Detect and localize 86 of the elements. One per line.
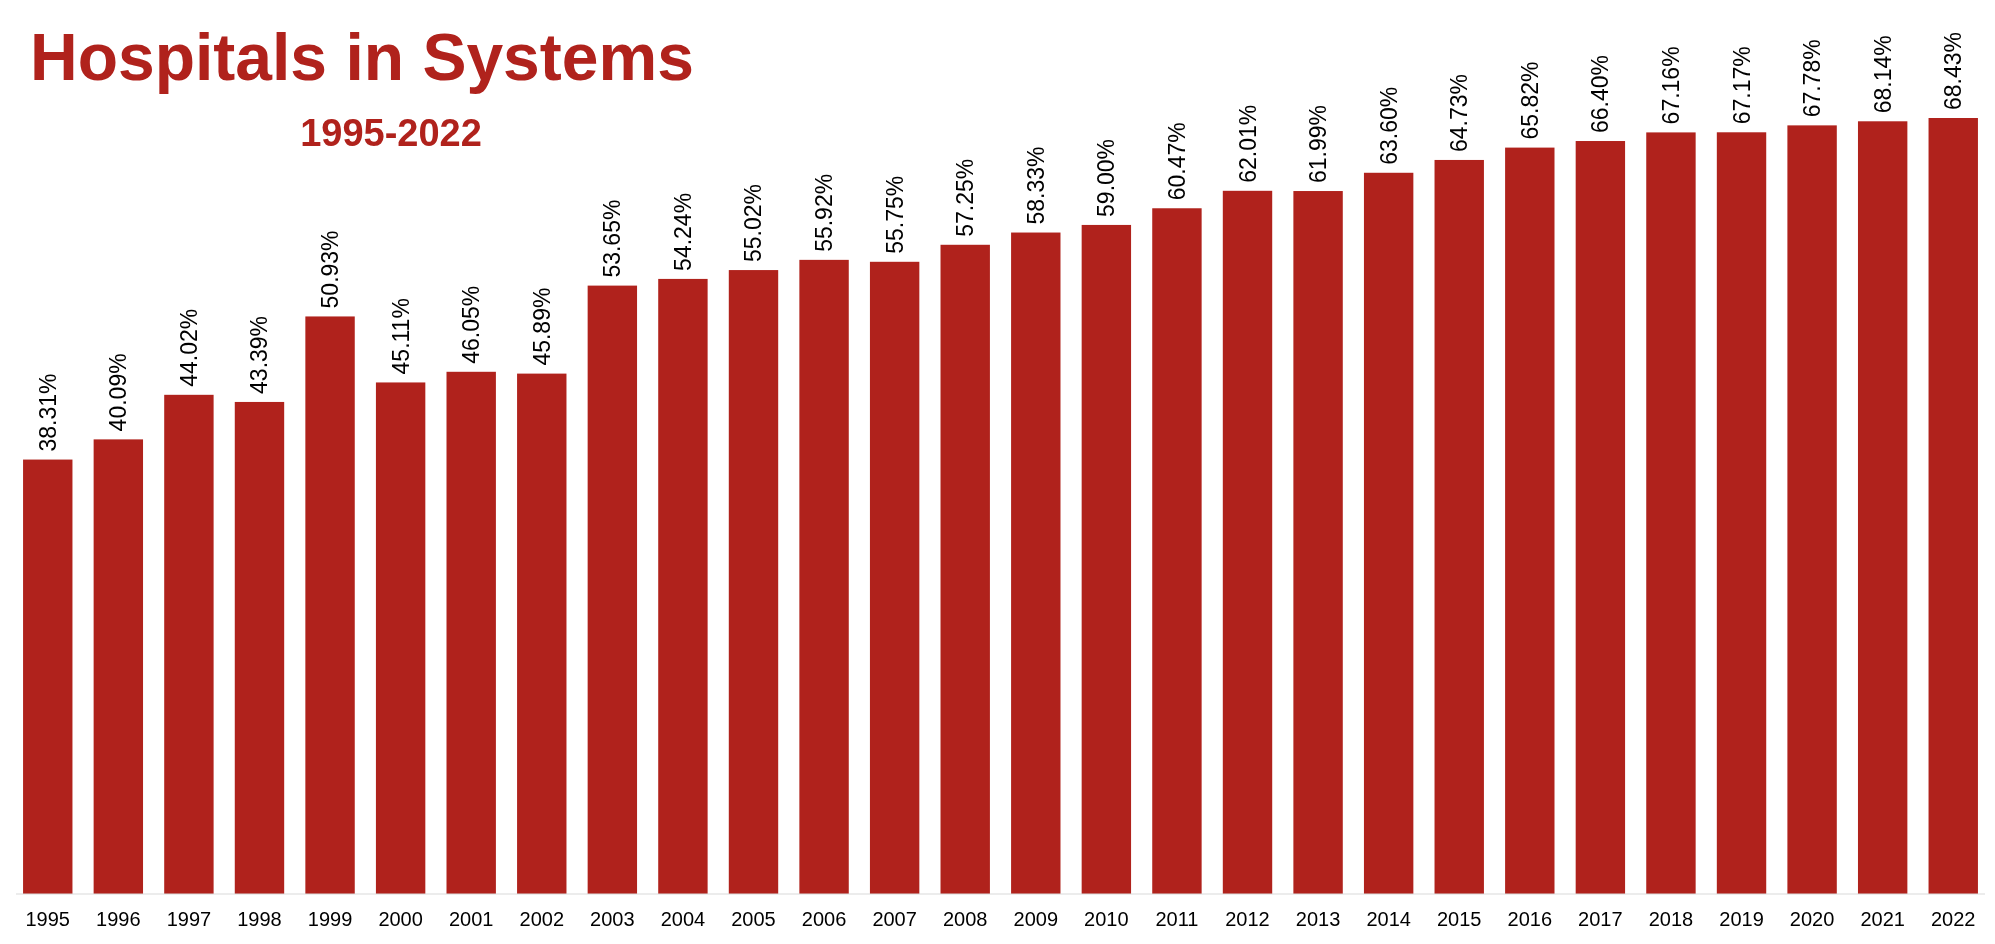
bar	[1787, 125, 1837, 894]
data-label: 44.02%	[175, 308, 202, 387]
data-label: 60.47%	[1163, 122, 1190, 201]
data-label: 53.65%	[599, 199, 626, 278]
x-tick-label: 1995	[25, 908, 71, 930]
x-tick-label: 1997	[166, 908, 212, 930]
bar	[375, 382, 426, 894]
bar	[1928, 118, 1978, 894]
x-tick-label: 2017	[1578, 908, 1623, 930]
x-tick-label: 2018	[1648, 908, 1694, 930]
bar	[234, 401, 285, 894]
data-label: 66.40%	[1587, 55, 1614, 134]
data-label: 68.14%	[1869, 35, 1896, 114]
data-label: 67.16%	[1657, 46, 1684, 125]
x-tick-label: 2002	[519, 908, 565, 930]
x-tick-label: 2007	[872, 908, 917, 930]
bar	[1152, 208, 1202, 894]
data-label: 68.43%	[1940, 31, 1967, 110]
data-label: 55.75%	[881, 175, 908, 254]
x-tick-label: 2000	[378, 908, 423, 930]
data-label: 45.11%	[387, 298, 414, 375]
bar	[1505, 147, 1555, 894]
bar	[1575, 141, 1626, 894]
data-label: 67.17%	[1728, 46, 1755, 125]
data-label: 58.33%	[1022, 146, 1049, 225]
bar	[587, 285, 638, 894]
data-label: 67.78%	[1799, 39, 1826, 118]
x-tick-label: 1998	[237, 908, 282, 930]
data-label: 61.99%	[1305, 105, 1332, 184]
bar	[728, 270, 779, 894]
data-label: 55.02%	[740, 184, 767, 263]
bar	[93, 439, 144, 894]
data-label: 38.31%	[34, 373, 61, 452]
bar	[305, 316, 355, 894]
data-label: 50.93%	[317, 230, 344, 309]
data-label: 59.00%	[1093, 138, 1120, 217]
x-tick-label: 1999	[307, 908, 353, 930]
bar	[1646, 132, 1696, 894]
bar	[1716, 132, 1767, 894]
bar	[1363, 172, 1414, 894]
bar	[23, 459, 73, 894]
data-label: 62.01%	[1234, 104, 1261, 183]
x-tick-label: 2021	[1860, 908, 1905, 930]
x-tick-label: 2012	[1225, 908, 1270, 930]
x-tick-label: 2013	[1295, 908, 1341, 930]
x-tick-label: 2022	[1930, 908, 1976, 930]
data-label: 65.82%	[1516, 61, 1543, 140]
bar	[446, 371, 496, 894]
bar	[799, 259, 849, 894]
data-label: 54.24%	[669, 192, 696, 271]
bar	[517, 373, 567, 894]
x-tick-label: 2014	[1366, 908, 1411, 930]
x-tick-label: 2003	[590, 908, 635, 930]
x-tick-label: 2005	[731, 908, 776, 930]
x-tick-label: 2020	[1789, 908, 1835, 930]
x-tick-label: 2006	[801, 908, 847, 930]
chart-title: Hospitals in Systems	[30, 20, 694, 94]
x-tick-label: 2011	[1155, 908, 1199, 930]
bar	[869, 261, 920, 894]
bar	[1857, 121, 1908, 894]
bar	[1222, 190, 1273, 894]
bar	[658, 278, 708, 894]
x-tick-label: 2019	[1719, 908, 1764, 930]
bar	[1293, 191, 1343, 894]
x-tick-label: 2010	[1084, 908, 1129, 930]
bar	[1011, 232, 1061, 894]
x-tick-label: 2015	[1436, 908, 1482, 930]
bar	[1434, 159, 1484, 894]
data-label: 57.25%	[952, 158, 979, 237]
data-label: 55.92%	[811, 173, 838, 252]
chart-subtitle: 1995-2022	[300, 112, 482, 154]
data-label: 63.60%	[1375, 86, 1402, 165]
data-label: 46.05%	[458, 285, 485, 364]
bar	[940, 244, 990, 894]
bar	[164, 394, 214, 894]
data-label: 64.73%	[1446, 73, 1473, 152]
x-tick-label: 2004	[660, 908, 706, 930]
data-label: 40.09%	[105, 353, 132, 432]
x-tick-label: 2009	[1013, 908, 1059, 930]
x-tick-label: 1996	[96, 908, 141, 930]
x-tick-label: 2001	[448, 908, 494, 930]
x-tick-label: 2016	[1507, 908, 1553, 930]
x-tick-label: 2008	[942, 908, 988, 930]
bar	[1081, 224, 1132, 894]
data-label: 45.89%	[528, 287, 555, 366]
data-label: 43.39%	[246, 315, 273, 394]
